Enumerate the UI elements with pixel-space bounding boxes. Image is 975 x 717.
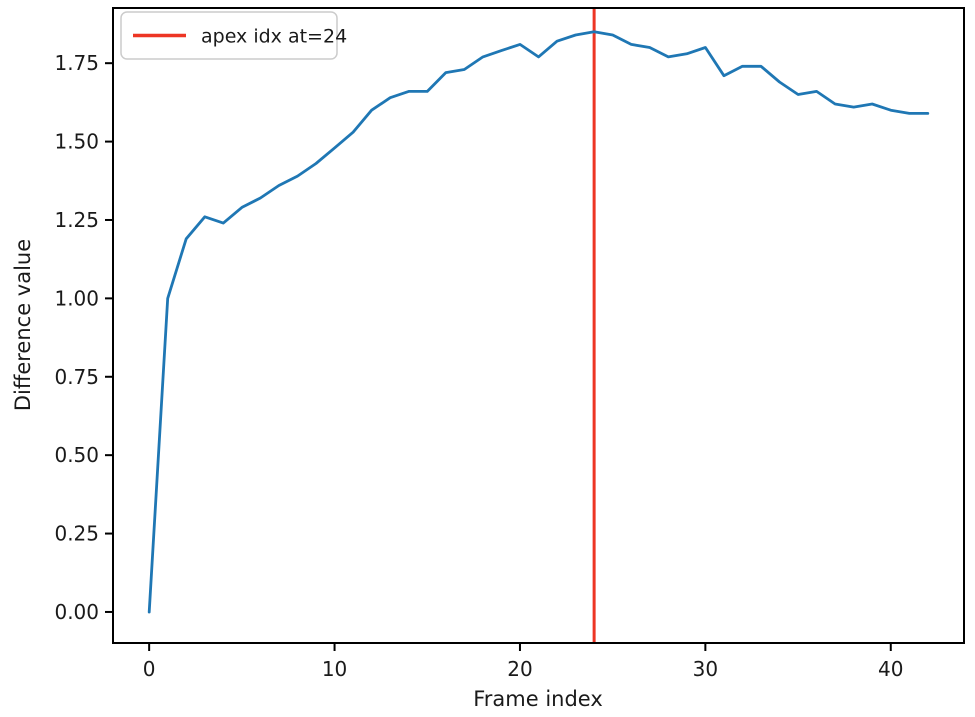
y-tick-label: 1.50 — [54, 130, 99, 154]
x-tick-label: 40 — [878, 657, 903, 681]
y-tick-label: 1.00 — [54, 286, 99, 310]
x-tick-label: 20 — [507, 657, 532, 681]
y-axis-label: Difference value — [11, 239, 35, 411]
legend: apex idx at=24 — [120, 11, 347, 60]
x-tick-label: 0 — [143, 657, 156, 681]
y-tick-label: 0.00 — [54, 600, 99, 624]
y-tick-label: 0.25 — [54, 522, 99, 546]
y-tick-label: 1.25 — [54, 208, 99, 232]
x-tick-label: 30 — [693, 657, 718, 681]
legend-entry-label: apex idx at=24 — [201, 26, 347, 48]
y-tick-label: 0.75 — [54, 365, 99, 389]
legend-box — [120, 11, 338, 60]
y-tick-label: 1.75 — [54, 51, 99, 75]
axes-spines — [112, 7, 965, 644]
difference-curve — [147, 30, 930, 614]
x-axis-label: Frame index — [473, 687, 603, 711]
x-tick-label: 10 — [322, 657, 347, 681]
y-tick-label: 0.50 — [54, 443, 99, 467]
plot-area: 0 10 20 30 40 0.00 0.25 0.50 0.75 1.00 1.25 1.50 1.7… — [54, 7, 965, 681]
